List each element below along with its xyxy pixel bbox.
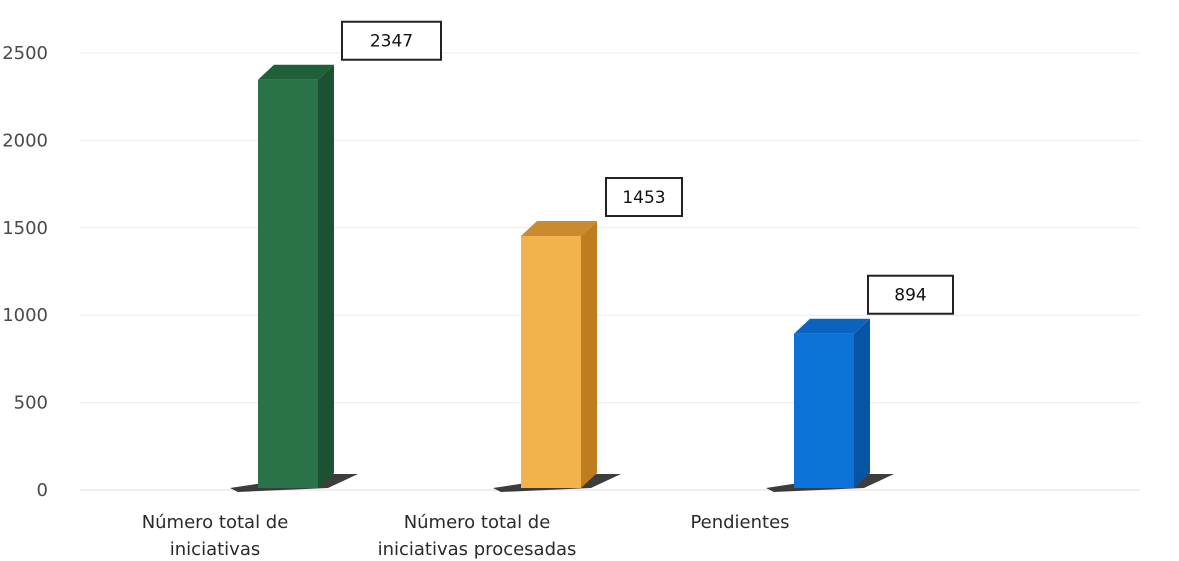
y-tick-label: 1500 bbox=[2, 218, 48, 239]
bar bbox=[794, 333, 854, 488]
data-label: 894 bbox=[894, 286, 926, 306]
y-tick-label: 2500 bbox=[2, 43, 48, 64]
gridlines bbox=[80, 52, 1140, 491]
bar-side bbox=[581, 221, 597, 488]
bar-side bbox=[854, 318, 870, 488]
y-tick-label: 2000 bbox=[2, 130, 48, 151]
bar-side bbox=[318, 64, 334, 489]
bar-top bbox=[794, 318, 870, 334]
x-tick-label: iniciativas bbox=[170, 539, 260, 560]
bar bbox=[258, 79, 318, 489]
y-tick-label: 1000 bbox=[2, 305, 48, 326]
y-tick-label: 500 bbox=[14, 393, 48, 414]
data-label: 2347 bbox=[370, 32, 413, 52]
value-callouts: 2347 1453 894 bbox=[341, 20, 954, 315]
y-tick-label: 0 bbox=[37, 480, 48, 501]
x-tick-label: Pendientes bbox=[690, 512, 789, 533]
data-label-box bbox=[341, 20, 442, 61]
data-label-box bbox=[605, 177, 683, 218]
y-axis: 0 500 1000 1500 2000 2500 bbox=[2, 43, 48, 501]
x-tick-label: Número total de bbox=[142, 512, 289, 533]
bar bbox=[521, 236, 581, 488]
x-tick-label: Número total de bbox=[404, 512, 551, 533]
data-label-box bbox=[867, 274, 954, 315]
x-axis-labels: Número total de iniciativas Número total d… bbox=[142, 512, 790, 560]
bars bbox=[230, 64, 894, 492]
data-label: 1453 bbox=[622, 188, 665, 208]
x-tick-label: iniciativas procesadas bbox=[378, 539, 577, 560]
bar-top bbox=[521, 221, 597, 237]
bar-top bbox=[258, 64, 334, 80]
